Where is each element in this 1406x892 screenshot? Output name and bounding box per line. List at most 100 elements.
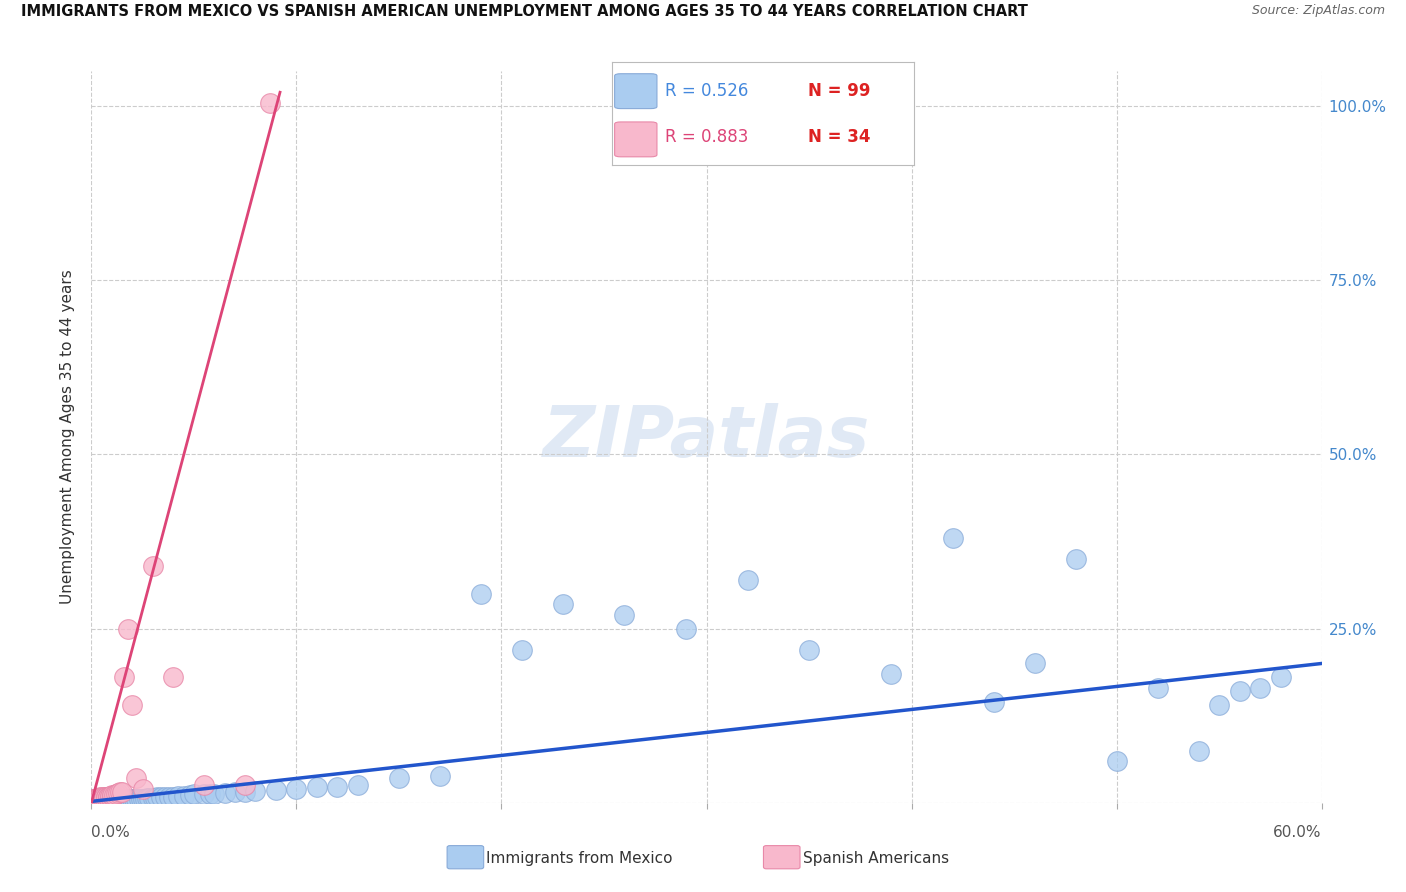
Point xyxy=(613,607,636,622)
Point xyxy=(93,794,115,808)
Point xyxy=(138,791,160,805)
Point xyxy=(98,793,121,807)
Point xyxy=(150,790,173,805)
Text: N = 34: N = 34 xyxy=(808,128,870,145)
Point xyxy=(112,670,135,684)
Point xyxy=(90,791,112,805)
Point xyxy=(124,792,146,806)
Point xyxy=(98,792,121,806)
Point xyxy=(200,787,222,801)
Point xyxy=(111,785,134,799)
Point xyxy=(97,794,120,808)
Point xyxy=(1187,743,1209,757)
Point xyxy=(105,792,127,806)
Point xyxy=(93,792,115,806)
Point xyxy=(202,787,225,801)
Point xyxy=(97,793,120,807)
Point xyxy=(89,792,111,806)
Text: Immigrants from Mexico: Immigrants from Mexico xyxy=(486,851,673,865)
Point xyxy=(90,792,112,806)
Point xyxy=(117,793,139,807)
Point xyxy=(551,597,574,611)
Text: 60.0%: 60.0% xyxy=(1274,825,1322,840)
Point xyxy=(98,789,121,803)
Point xyxy=(89,791,111,805)
Point xyxy=(131,791,153,805)
Point xyxy=(429,769,451,783)
Point xyxy=(82,792,104,806)
Point xyxy=(131,781,153,796)
Point xyxy=(93,793,115,807)
Point xyxy=(305,780,328,795)
Point xyxy=(86,792,108,806)
Point xyxy=(675,622,697,636)
Point xyxy=(89,793,111,807)
Point xyxy=(108,792,131,806)
Point xyxy=(94,793,117,807)
Point xyxy=(264,782,287,797)
Point xyxy=(93,791,115,805)
Point xyxy=(1208,698,1230,713)
Point xyxy=(84,791,107,805)
Point xyxy=(111,792,134,806)
Point xyxy=(94,794,117,808)
Point xyxy=(1146,681,1168,695)
Point xyxy=(128,791,150,805)
Point xyxy=(89,794,111,808)
Point xyxy=(97,792,120,806)
Point xyxy=(983,695,1005,709)
Point xyxy=(94,790,117,805)
Text: Spanish Americans: Spanish Americans xyxy=(803,851,949,865)
Point xyxy=(107,793,129,807)
Point xyxy=(797,642,820,657)
FancyBboxPatch shape xyxy=(614,122,657,157)
Point xyxy=(84,793,107,807)
Point xyxy=(121,698,143,713)
Point xyxy=(105,794,127,808)
Point xyxy=(146,790,169,805)
Point xyxy=(214,786,236,800)
Point xyxy=(90,794,112,808)
Point xyxy=(193,778,215,792)
Point xyxy=(135,791,157,805)
Text: IMMIGRANTS FROM MEXICO VS SPANISH AMERICAN UNEMPLOYMENT AMONG AGES 35 TO 44 YEAR: IMMIGRANTS FROM MEXICO VS SPANISH AMERIC… xyxy=(21,4,1028,20)
Point xyxy=(108,785,131,799)
Point xyxy=(162,670,184,684)
Point xyxy=(125,791,148,805)
Point xyxy=(1105,754,1128,768)
Y-axis label: Unemployment Among Ages 35 to 44 years: Unemployment Among Ages 35 to 44 years xyxy=(60,269,76,605)
Point xyxy=(326,780,349,794)
Point xyxy=(103,792,125,806)
Point xyxy=(89,790,111,805)
Point xyxy=(259,95,281,110)
Point xyxy=(153,790,177,805)
Point xyxy=(97,792,120,806)
Point xyxy=(103,793,125,807)
Point xyxy=(84,794,107,808)
Point xyxy=(108,793,131,807)
Point xyxy=(1024,657,1046,671)
Point xyxy=(193,788,215,802)
Point xyxy=(94,792,117,806)
Point xyxy=(179,788,201,802)
Point xyxy=(90,794,112,808)
Point xyxy=(183,788,205,802)
Text: Source: ZipAtlas.com: Source: ZipAtlas.com xyxy=(1251,4,1385,18)
Point xyxy=(388,772,411,786)
Text: R = 0.883: R = 0.883 xyxy=(665,128,748,145)
Point xyxy=(1064,552,1087,566)
Point xyxy=(98,794,121,808)
Point xyxy=(117,792,139,806)
Point xyxy=(1270,670,1292,684)
Point xyxy=(942,531,965,545)
Point xyxy=(94,793,117,807)
Point xyxy=(880,667,903,681)
Point xyxy=(245,784,267,798)
Point xyxy=(117,622,139,636)
Point xyxy=(134,791,156,805)
Point xyxy=(162,789,184,804)
Point xyxy=(97,789,120,804)
Point xyxy=(101,793,124,807)
Text: R = 0.526: R = 0.526 xyxy=(665,82,748,100)
Point xyxy=(233,785,256,799)
